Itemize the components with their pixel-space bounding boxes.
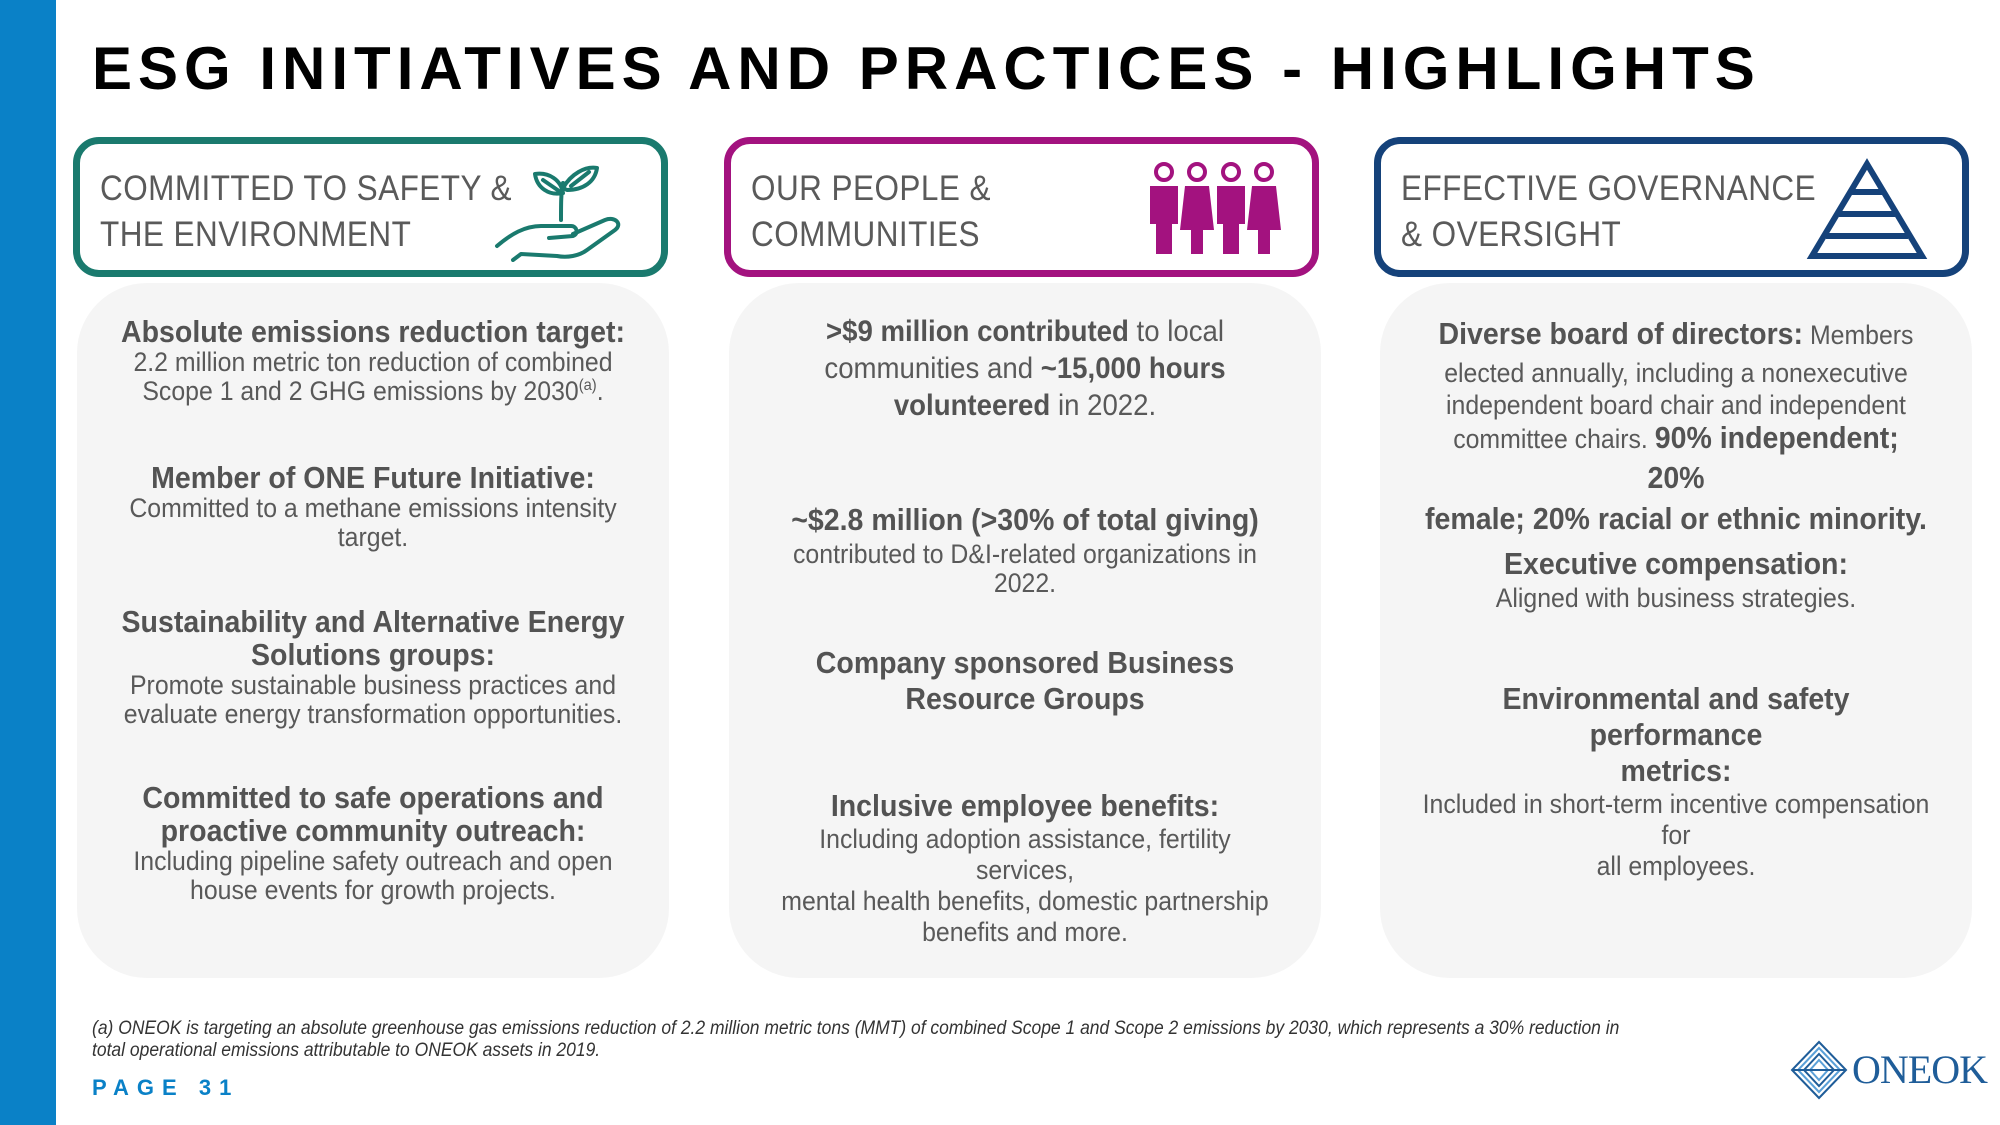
item-heading-line: Company sponsored Business xyxy=(815,645,1235,680)
item-bold: >$9 million contributed xyxy=(825,315,1129,348)
oneok-logo: ONEOK xyxy=(1790,1040,1990,1100)
item-heading: Member of ONE Future Initiative: xyxy=(151,460,595,495)
list-item: >$9 million contributed to local communi… xyxy=(749,313,1301,424)
item-text: Members xyxy=(1803,320,1914,350)
item-heading-line: Resource Groups xyxy=(905,681,1145,716)
diamond-logo-icon xyxy=(1790,1040,1848,1100)
left-accent-bar xyxy=(0,0,56,1125)
item-bold: female; 20% racial or ethnic minority. xyxy=(1425,501,1927,536)
item-body-line: Committed to a methane emissions intensi… xyxy=(129,493,617,523)
people-group-icon xyxy=(1150,162,1281,254)
item-heading-line: metrics: xyxy=(1620,753,1732,788)
header-people-communities: OUR PEOPLE & COMMUNITIES xyxy=(724,137,1319,277)
item-heading-line: Environmental and safety performance xyxy=(1502,681,1850,752)
list-item: Inclusive employee benefits: Including a… xyxy=(749,789,1301,948)
item-body-line: all employees. xyxy=(1596,851,1756,881)
header-governance-oversight: EFFECTIVE GOVERNANCE & OVERSIGHT xyxy=(1374,137,1969,277)
header-line-1: OUR PEOPLE & xyxy=(751,169,991,208)
item-heading: Absolute emissions reduction target: xyxy=(121,314,625,349)
item-text: independent board chair and independent xyxy=(1446,390,1906,420)
list-item: Committed to safe operations and proacti… xyxy=(97,781,649,905)
item-bold: 90% independent; 20% xyxy=(1647,420,1899,495)
header-safety-environment: COMMITTED TO SAFETY & THE ENVIRONMENT xyxy=(73,137,668,277)
page-title: ESG INITIATIVES AND PRACTICES - HIGHLIGH… xyxy=(92,35,1761,102)
item-body-line: mental health benefits, domestic partner… xyxy=(781,886,1269,916)
footnote: (a) ONEOK is targeting an absolute green… xyxy=(92,1018,1620,1061)
list-item: ~$2.8 million (>30% of total giving) con… xyxy=(749,503,1301,598)
header-line-2: & OVERSIGHT xyxy=(1401,215,1622,254)
item-text: elected annually, including a nonexecuti… xyxy=(1444,358,1908,388)
header-line-1: COMMITTED TO SAFETY & xyxy=(100,169,513,208)
header-line-2: COMMUNITIES xyxy=(751,215,980,254)
item-heading: Executive compensation: xyxy=(1504,546,1848,581)
footnote-ref: (a) xyxy=(578,377,597,394)
item-body-line: benefits and more. xyxy=(922,917,1128,947)
list-item: Company sponsored Business Resource Grou… xyxy=(749,645,1301,717)
item-heading-line: Committed to safe operations and xyxy=(142,780,604,815)
item-text: communities and xyxy=(824,352,1041,385)
item-text: to local xyxy=(1128,315,1224,348)
list-item: Diverse board of directors: Members elec… xyxy=(1400,317,1952,543)
item-bold: Diverse board of directors: xyxy=(1438,316,1804,351)
pyramid-icon xyxy=(1806,158,1928,259)
card-people-communities: >$9 million contributed to local communi… xyxy=(729,283,1321,978)
item-body-line: target. xyxy=(337,522,409,552)
item-body-line: Scope 1 and 2 GHG emissions by 2030 xyxy=(142,376,579,406)
list-item: Environmental and safety performance met… xyxy=(1400,681,1952,882)
item-body-line: evaluate energy transformation opportuni… xyxy=(123,699,623,729)
logo-text: ONEOK xyxy=(1852,1047,1988,1092)
item-body-line: Aligned with business strategies. xyxy=(1495,583,1857,613)
item-body-line: Included in short-term incentive compens… xyxy=(1422,789,1930,850)
item-bold: ~15,000 hours xyxy=(1040,352,1226,385)
page-number: PAGE 31 xyxy=(92,1075,240,1100)
list-item: Absolute emissions reduction target: 2.2… xyxy=(97,315,649,406)
plant-in-hand-icon xyxy=(495,165,621,262)
item-text: in 2022. xyxy=(1050,389,1157,422)
list-item: Member of ONE Future Initiative: Committ… xyxy=(97,461,649,552)
card-safety-environment: Absolute emissions reduction target: 2.2… xyxy=(77,283,669,978)
item-heading-line: Solutions groups: xyxy=(250,637,495,672)
item-body-line: house events for growth projects. xyxy=(190,875,556,905)
header-line-1: EFFECTIVE GOVERNANCE xyxy=(1401,169,1817,208)
item-heading: ~$2.8 million (>30% of total giving) xyxy=(791,502,1259,537)
item-heading: Inclusive employee benefits: xyxy=(830,788,1220,823)
item-body-line: 2.2 million metric ton reduction of comb… xyxy=(133,347,613,377)
item-body-line: Including adoption assistance, fertility… xyxy=(819,824,1231,885)
item-body-line: Including pipeline safety outreach and o… xyxy=(133,846,613,876)
list-item: Executive compensation: Aligned with bus… xyxy=(1400,547,1952,613)
item-body-line: Promote sustainable business practices a… xyxy=(129,670,617,700)
item-body-line: contributed to D&I-related organizations… xyxy=(793,539,1257,598)
item-body-tail: . xyxy=(596,376,604,406)
card-governance-oversight: Diverse board of directors: Members elec… xyxy=(1380,283,1972,978)
item-heading-line: proactive community outreach: xyxy=(160,813,586,848)
item-bold: volunteered xyxy=(893,389,1051,422)
item-heading-line: Sustainability and Alternative Energy xyxy=(121,604,625,639)
item-text: committee chairs. xyxy=(1453,424,1655,454)
list-item: Sustainability and Alternative Energy So… xyxy=(97,605,649,729)
header-line-2: THE ENVIRONMENT xyxy=(100,215,412,254)
